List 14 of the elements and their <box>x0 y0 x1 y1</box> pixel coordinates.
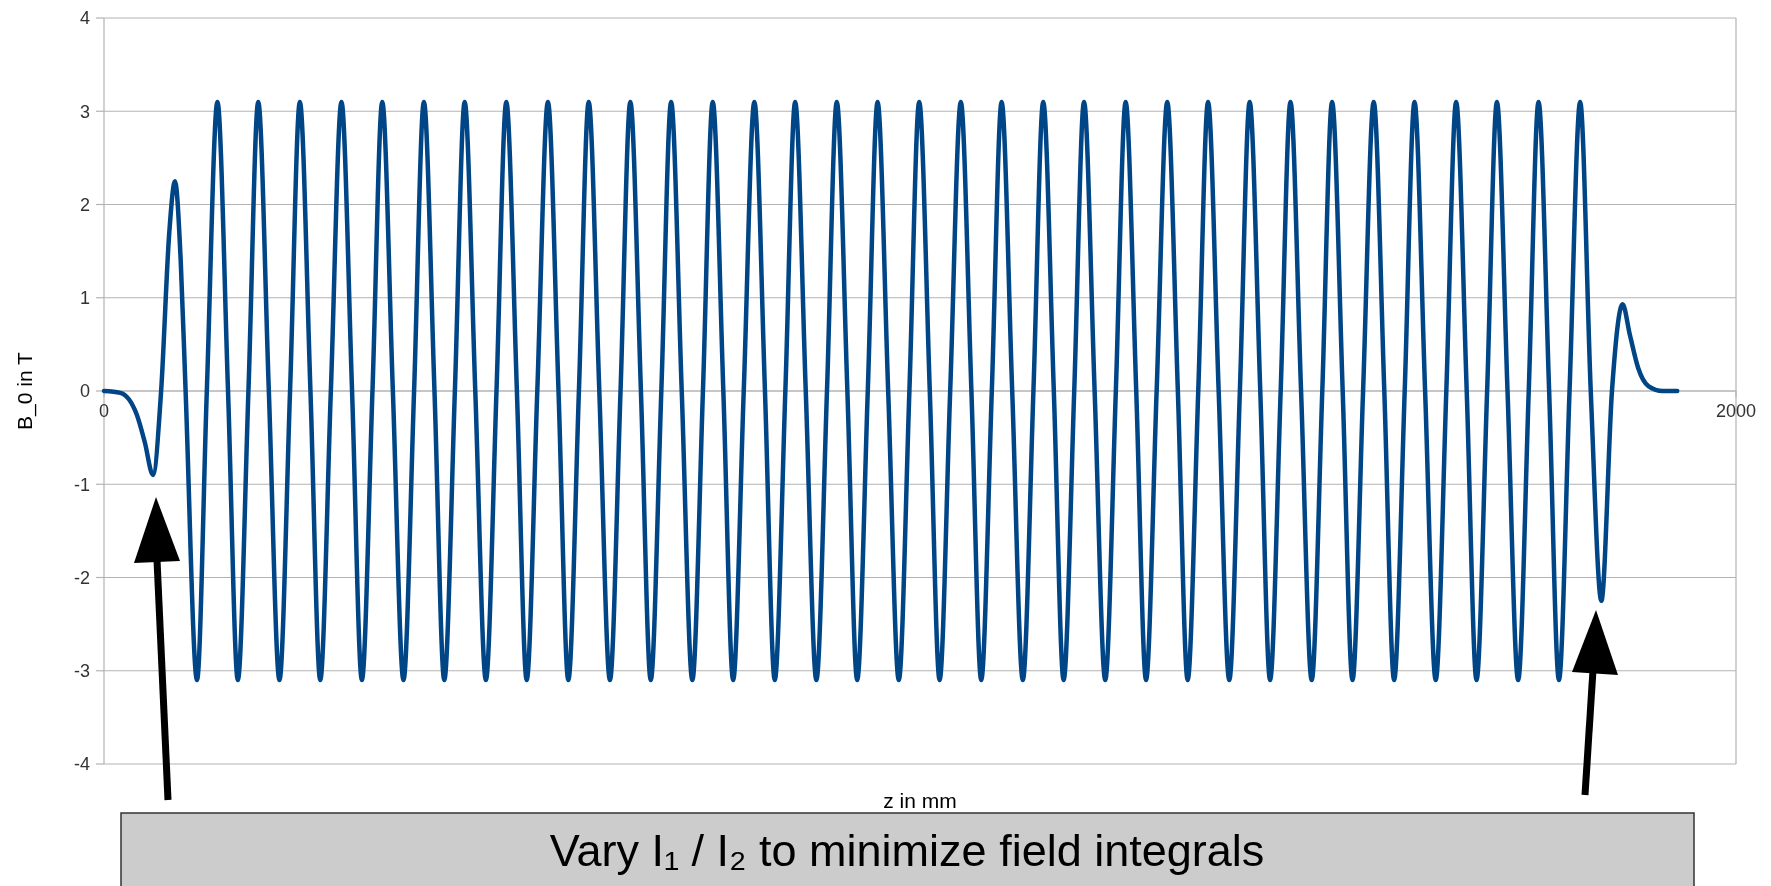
text: Vary I₁ / I₂ to minimize field integrals <box>549 825 1265 876</box>
y-tick-label: -1 <box>73 474 90 495</box>
y-tick-label: -2 <box>73 567 90 588</box>
y-tick-label: 0 <box>79 381 90 402</box>
y-tick-label: -3 <box>73 661 90 682</box>
y-axis-title: B_0 in T <box>13 351 37 430</box>
y-tick-label: 4 <box>79 8 90 29</box>
x-tick-label: 2000 <box>1715 401 1757 421</box>
y-tick-label: -4 <box>73 754 90 775</box>
x-axis-title: z in mm <box>883 789 957 812</box>
line-series <box>101 99 1680 683</box>
y-tick-label: 1 <box>79 288 90 309</box>
y-tick-label: 2 <box>79 194 90 215</box>
y-tick-label: 3 <box>79 101 90 122</box>
